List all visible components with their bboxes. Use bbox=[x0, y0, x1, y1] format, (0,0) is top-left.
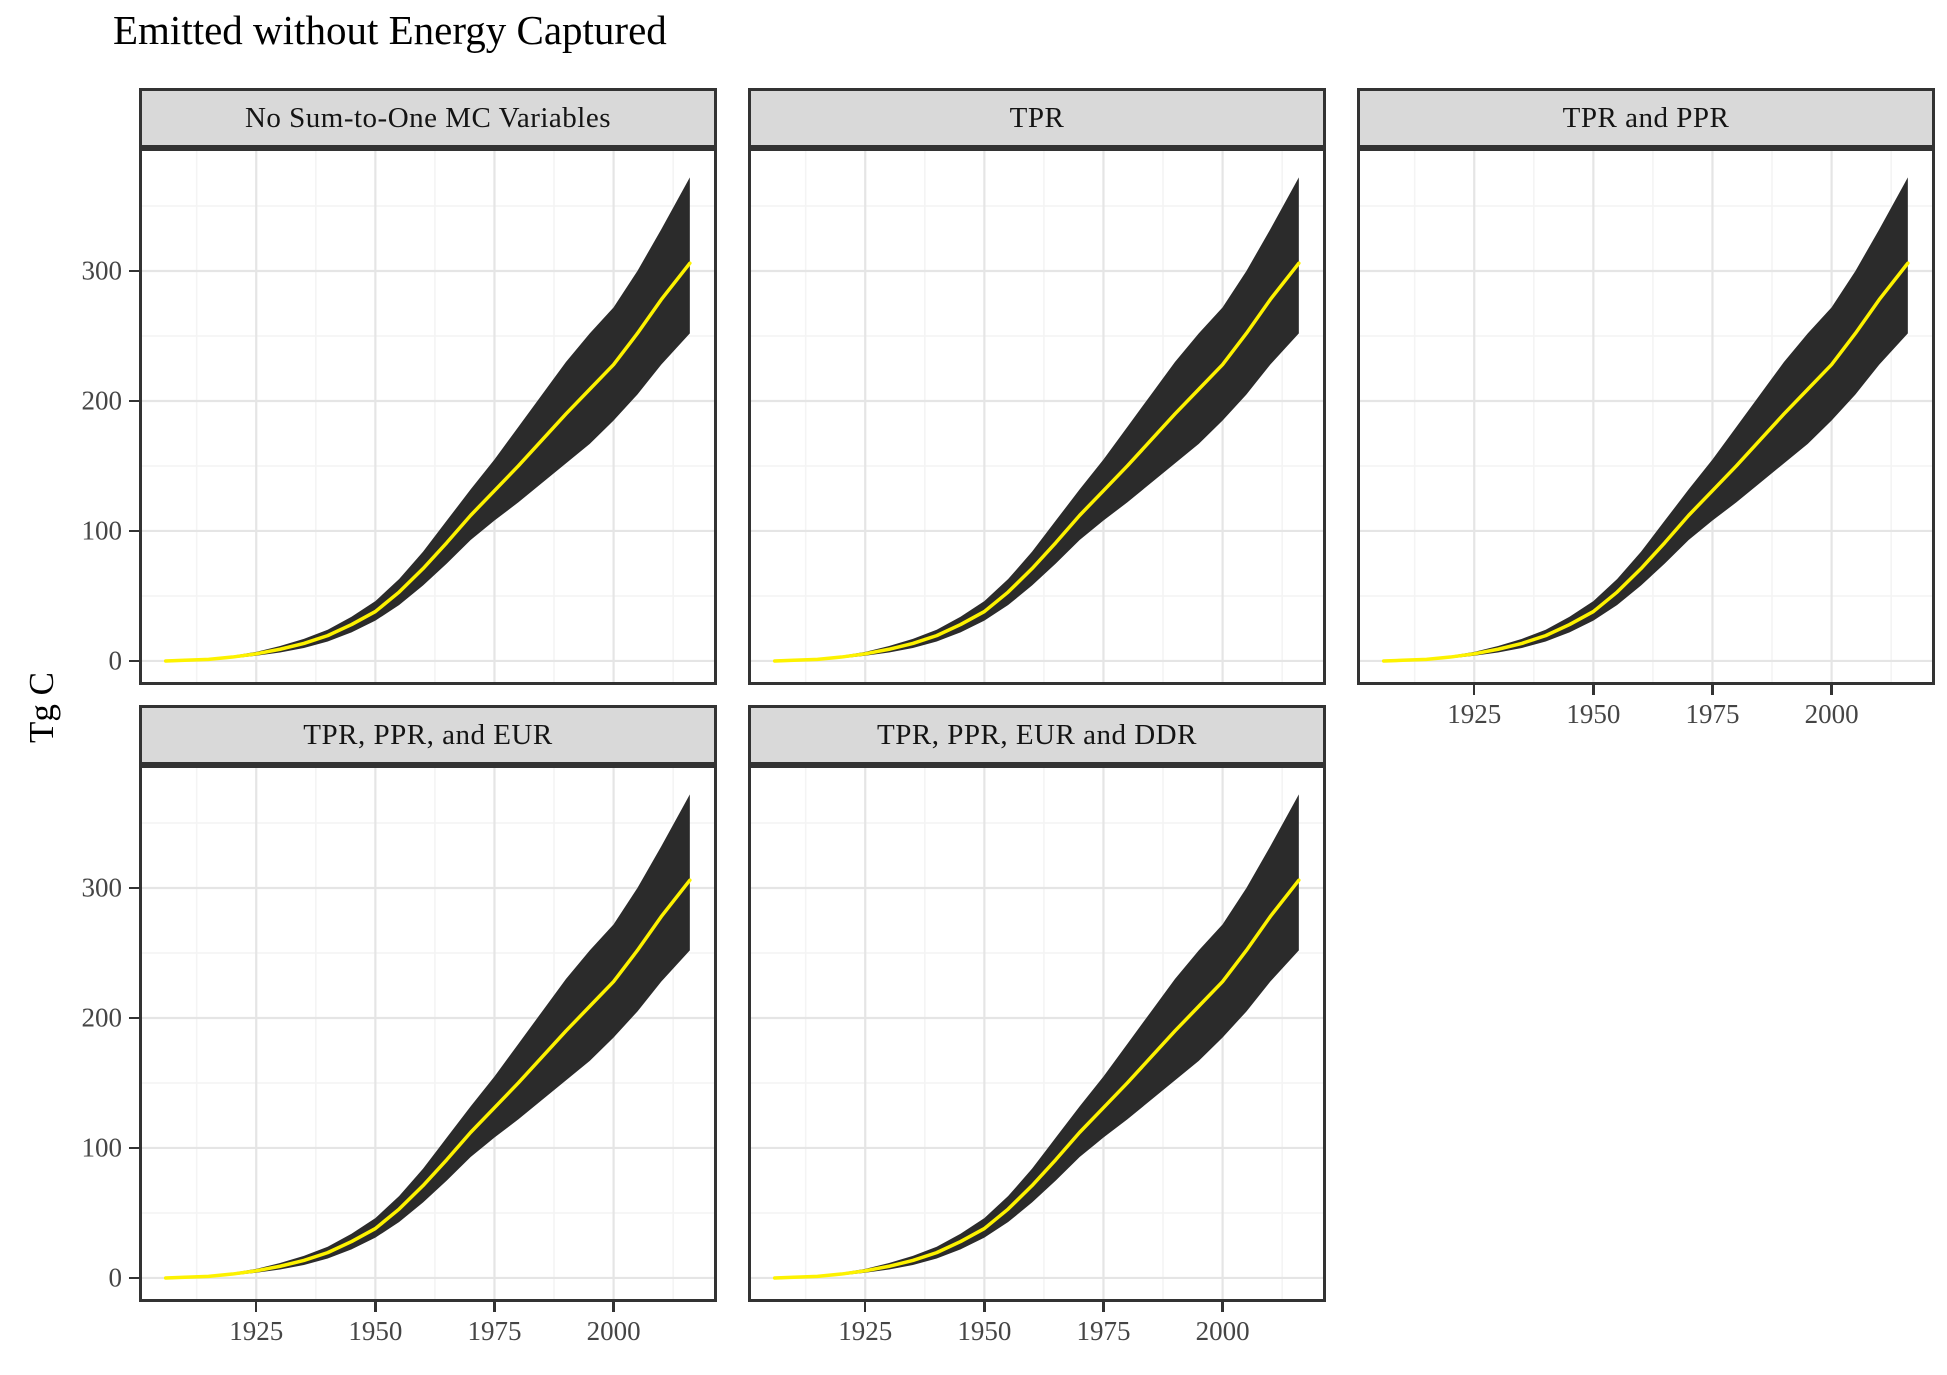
facet-strip-label: TPR, PPR, and EUR bbox=[139, 705, 717, 765]
facet-strip-label: No Sum-to-One MC Variables bbox=[139, 88, 717, 148]
x-axis-tick-mark bbox=[983, 1302, 986, 1312]
y-axis-tick-label: 200 bbox=[81, 1002, 123, 1033]
x-axis-tick-label: 1925 bbox=[1447, 699, 1502, 729]
x-axis-tick-mark bbox=[863, 1302, 867, 1312]
y-axis-tick-mark bbox=[129, 399, 139, 403]
median-line bbox=[772, 261, 1301, 663]
y-axis-tick-label: 100 bbox=[81, 1132, 123, 1163]
y-axis-tick-label: 0 bbox=[108, 645, 123, 676]
chart-plot-area bbox=[748, 765, 1326, 1302]
uncertainty-ribbon bbox=[774, 794, 1299, 1278]
median-line bbox=[163, 878, 692, 1280]
y-axis-tick-label: 100 bbox=[81, 515, 123, 546]
median-line bbox=[1381, 261, 1910, 663]
y-axis-tick-mark bbox=[129, 1146, 139, 1150]
x-axis-tick-mark bbox=[612, 1302, 615, 1312]
y-axis-tick-label: 300 bbox=[81, 255, 123, 286]
facet-no-sum-to-one: No Sum-to-One MC Variables bbox=[139, 88, 717, 685]
median-line bbox=[772, 878, 1301, 1280]
x-axis-tick-label: 2000 bbox=[586, 1316, 641, 1346]
x-axis-tick-label: 2000 bbox=[1195, 1316, 1250, 1346]
chart-plot-area bbox=[139, 148, 717, 685]
chart-plot-area bbox=[748, 148, 1326, 685]
y-axis-tick-mark bbox=[129, 1016, 139, 1020]
median-line bbox=[163, 261, 692, 663]
x-axis-tick-mark bbox=[1221, 1302, 1224, 1312]
x-axis-tick-label: 1975 bbox=[1076, 1316, 1131, 1346]
facet-tpr: TPR bbox=[748, 88, 1326, 685]
x-axis-tick-label: 1975 bbox=[467, 1316, 522, 1346]
facet-strip-label: TPR, PPR, EUR and DDR bbox=[748, 705, 1326, 765]
y-axis-tick-mark bbox=[129, 1276, 139, 1280]
y-axis-tick-label: 0 bbox=[108, 1262, 123, 1293]
x-axis-tick-label: 1925 bbox=[838, 1316, 893, 1346]
x-axis-tick-mark bbox=[1592, 685, 1595, 695]
facet-tpr-ppr-and-eur: TPR, PPR, and EUR bbox=[139, 705, 717, 1302]
x-axis-tick-mark bbox=[254, 1302, 258, 1312]
x-axis-tick-label: 1950 bbox=[1566, 699, 1621, 729]
chart-plot-area bbox=[139, 765, 717, 1302]
y-axis-tick-mark bbox=[129, 269, 139, 273]
x-axis-tick-label: 2000 bbox=[1804, 699, 1859, 729]
x-axis-tick-label: 1925 bbox=[229, 1316, 284, 1346]
uncertainty-ribbon bbox=[774, 177, 1299, 661]
y-axis-tick-mark bbox=[129, 886, 139, 890]
uncertainty-ribbon bbox=[165, 794, 690, 1278]
y-axis-tick-mark bbox=[129, 659, 139, 663]
x-axis-tick-mark bbox=[1711, 685, 1714, 695]
facet-strip-label: TPR bbox=[748, 88, 1326, 148]
x-axis-tick-mark bbox=[1830, 685, 1833, 695]
facet-tpr-and-ppr: TPR and PPR bbox=[1357, 88, 1935, 685]
x-axis-tick-mark bbox=[493, 1302, 496, 1312]
y-axis-tick-mark bbox=[129, 529, 139, 533]
x-axis-tick-mark bbox=[374, 1302, 377, 1312]
chart-plot-area bbox=[1357, 148, 1935, 685]
chart-title: Emitted without Energy Captured bbox=[113, 7, 667, 53]
facet-tpr-ppr-eur-and-ddr: TPR, PPR, EUR and DDR bbox=[748, 705, 1326, 1302]
uncertainty-ribbon bbox=[1383, 177, 1908, 661]
x-axis-tick-mark bbox=[1102, 1302, 1105, 1312]
x-axis-tick-label: 1975 bbox=[1685, 699, 1740, 729]
y-axis-tick-label: 300 bbox=[81, 872, 123, 903]
x-axis-tick-mark bbox=[1472, 685, 1476, 695]
y-axis-tick-label: 200 bbox=[81, 385, 123, 416]
x-axis-tick-label: 1950 bbox=[957, 1316, 1012, 1346]
y-axis-title: Tg C bbox=[22, 672, 61, 743]
facet-strip-label: TPR and PPR bbox=[1357, 88, 1935, 148]
uncertainty-ribbon bbox=[165, 177, 690, 661]
x-axis-tick-label: 1950 bbox=[348, 1316, 403, 1346]
